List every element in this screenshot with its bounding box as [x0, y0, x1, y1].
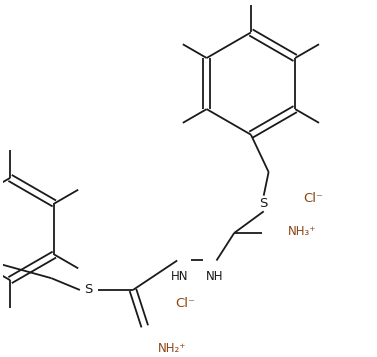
Text: NH: NH: [206, 270, 223, 283]
Text: Cl⁻: Cl⁻: [175, 297, 195, 310]
Text: Cl⁻: Cl⁻: [303, 192, 323, 205]
Text: NH₃⁺: NH₃⁺: [288, 225, 317, 237]
Text: NH₂⁺: NH₂⁺: [158, 342, 186, 355]
Text: HN: HN: [170, 270, 188, 283]
Text: S: S: [259, 197, 268, 210]
Text: S: S: [84, 283, 93, 296]
